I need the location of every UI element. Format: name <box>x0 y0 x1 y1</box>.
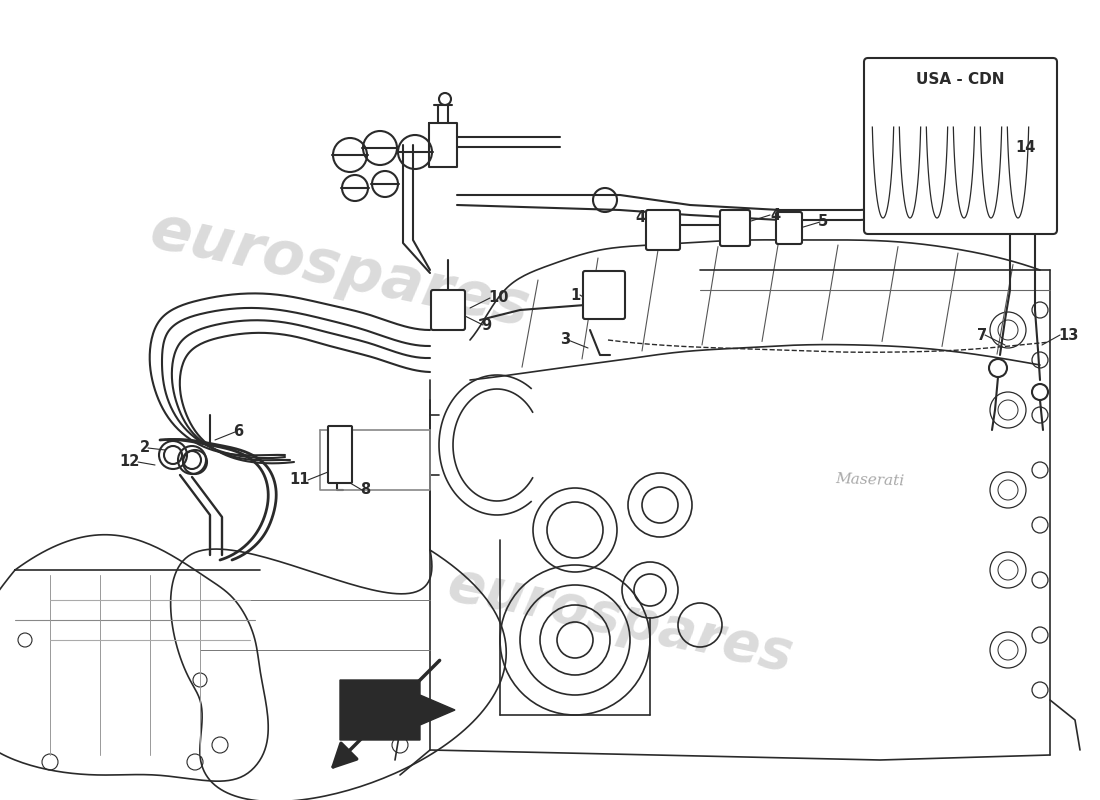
Text: 3: 3 <box>560 333 570 347</box>
FancyBboxPatch shape <box>720 210 750 246</box>
Circle shape <box>183 450 207 474</box>
Text: 6: 6 <box>233 425 243 439</box>
Text: Maserati: Maserati <box>835 472 904 488</box>
Text: 12: 12 <box>120 454 140 470</box>
Circle shape <box>42 754 58 770</box>
Circle shape <box>990 552 1026 588</box>
FancyBboxPatch shape <box>776 212 802 244</box>
Circle shape <box>18 633 32 647</box>
Circle shape <box>989 359 1006 377</box>
Circle shape <box>990 472 1026 508</box>
Circle shape <box>1032 407 1048 423</box>
Text: 8: 8 <box>360 482 371 498</box>
Circle shape <box>187 754 204 770</box>
Circle shape <box>212 737 228 753</box>
Circle shape <box>998 640 1018 660</box>
Circle shape <box>998 560 1018 580</box>
Circle shape <box>998 480 1018 500</box>
FancyBboxPatch shape <box>646 210 680 250</box>
Circle shape <box>990 632 1026 668</box>
Circle shape <box>998 400 1018 420</box>
Circle shape <box>1032 384 1048 400</box>
Circle shape <box>1032 627 1048 643</box>
FancyBboxPatch shape <box>431 290 465 330</box>
Text: 5: 5 <box>818 214 828 230</box>
Text: 14: 14 <box>1015 141 1035 155</box>
Polygon shape <box>340 680 455 740</box>
Circle shape <box>1032 572 1048 588</box>
Circle shape <box>990 392 1026 428</box>
Text: 7: 7 <box>977 327 987 342</box>
Text: 9: 9 <box>481 318 491 333</box>
Text: 4: 4 <box>770 207 780 222</box>
Circle shape <box>933 193 947 207</box>
Circle shape <box>1032 352 1048 368</box>
Text: 13: 13 <box>1058 327 1078 342</box>
Circle shape <box>192 673 207 687</box>
Circle shape <box>1032 517 1048 533</box>
Text: USA - CDN: USA - CDN <box>916 73 1004 87</box>
Text: 1: 1 <box>571 287 581 302</box>
Circle shape <box>1032 682 1048 698</box>
Text: 10: 10 <box>488 290 508 306</box>
Text: 11: 11 <box>289 473 310 487</box>
Text: eurospares: eurospares <box>443 557 798 683</box>
FancyBboxPatch shape <box>328 426 352 483</box>
Circle shape <box>1032 302 1048 318</box>
Text: eurospares: eurospares <box>145 201 536 339</box>
FancyBboxPatch shape <box>583 271 625 319</box>
Text: 4: 4 <box>635 210 645 226</box>
Circle shape <box>990 312 1026 348</box>
Circle shape <box>998 320 1018 340</box>
Circle shape <box>1032 462 1048 478</box>
Circle shape <box>392 737 408 753</box>
FancyBboxPatch shape <box>864 58 1057 234</box>
Text: 2: 2 <box>140 441 150 455</box>
